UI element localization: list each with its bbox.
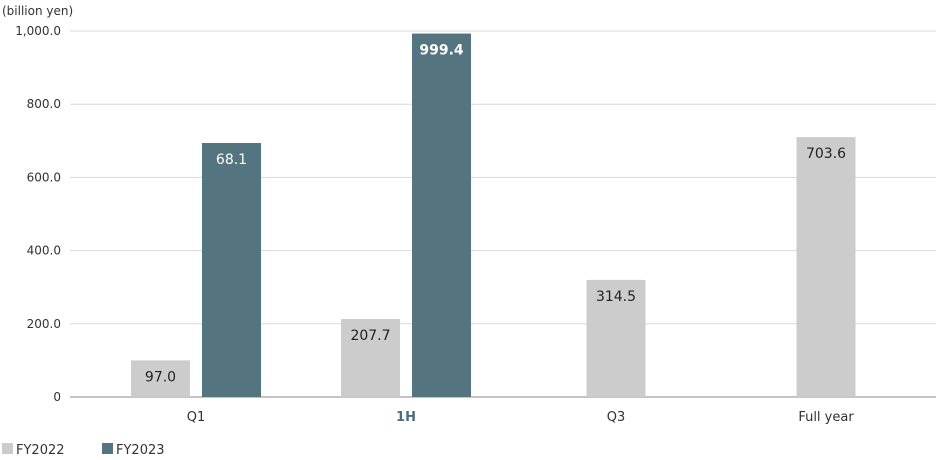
x-category-label: Q3 — [607, 410, 626, 425]
y-tick-label: 800.0 — [27, 97, 61, 111]
y-tick-label: 0 — [53, 390, 61, 404]
bar-fy2022-full-year — [796, 137, 856, 397]
y-axis-ticks: 0 200.0 400.0 600.0 800.0 1,000.0 — [15, 24, 61, 404]
bar-fy2023-1h — [412, 33, 471, 397]
unit-label: (billion yen) — [2, 4, 73, 18]
bar-fy2023-q1 — [202, 142, 261, 397]
y-tick-label: 200.0 — [27, 317, 61, 331]
legend-swatch — [102, 443, 113, 454]
data-label: 999.4 — [419, 43, 464, 59]
y-tick-label: 600.0 — [27, 170, 61, 184]
bar-fy2022-1h — [341, 319, 400, 397]
y-tick-label: 400.0 — [27, 244, 61, 258]
bar-fy2022-q1 — [131, 360, 190, 397]
data-label: 703.6 — [806, 146, 846, 162]
data-label: 97.0 — [145, 369, 176, 385]
legend-label: FY2023 — [116, 443, 165, 456]
legend-label: FY2022 — [16, 443, 65, 456]
data-label: 68.1 — [216, 152, 247, 168]
x-axis-categories: Q1 1H Q3 Full year — [187, 410, 855, 425]
data-label: 207.7 — [350, 328, 390, 344]
x-category-label: 1H — [396, 410, 416, 425]
x-category-label: Q1 — [187, 410, 206, 425]
bar-fy2022-q3 — [586, 279, 646, 397]
bars — [131, 33, 856, 397]
y-tick-label: 1,000.0 — [15, 24, 61, 38]
data-label: 314.5 — [596, 289, 636, 305]
x-category-label: Full year — [798, 410, 854, 425]
legend: FY2022 FY2023 — [2, 443, 165, 458]
legend-swatch — [2, 443, 13, 454]
data-labels: 97.0 207.7 314.5 703.6 68.1 999.4 — [145, 43, 846, 386]
